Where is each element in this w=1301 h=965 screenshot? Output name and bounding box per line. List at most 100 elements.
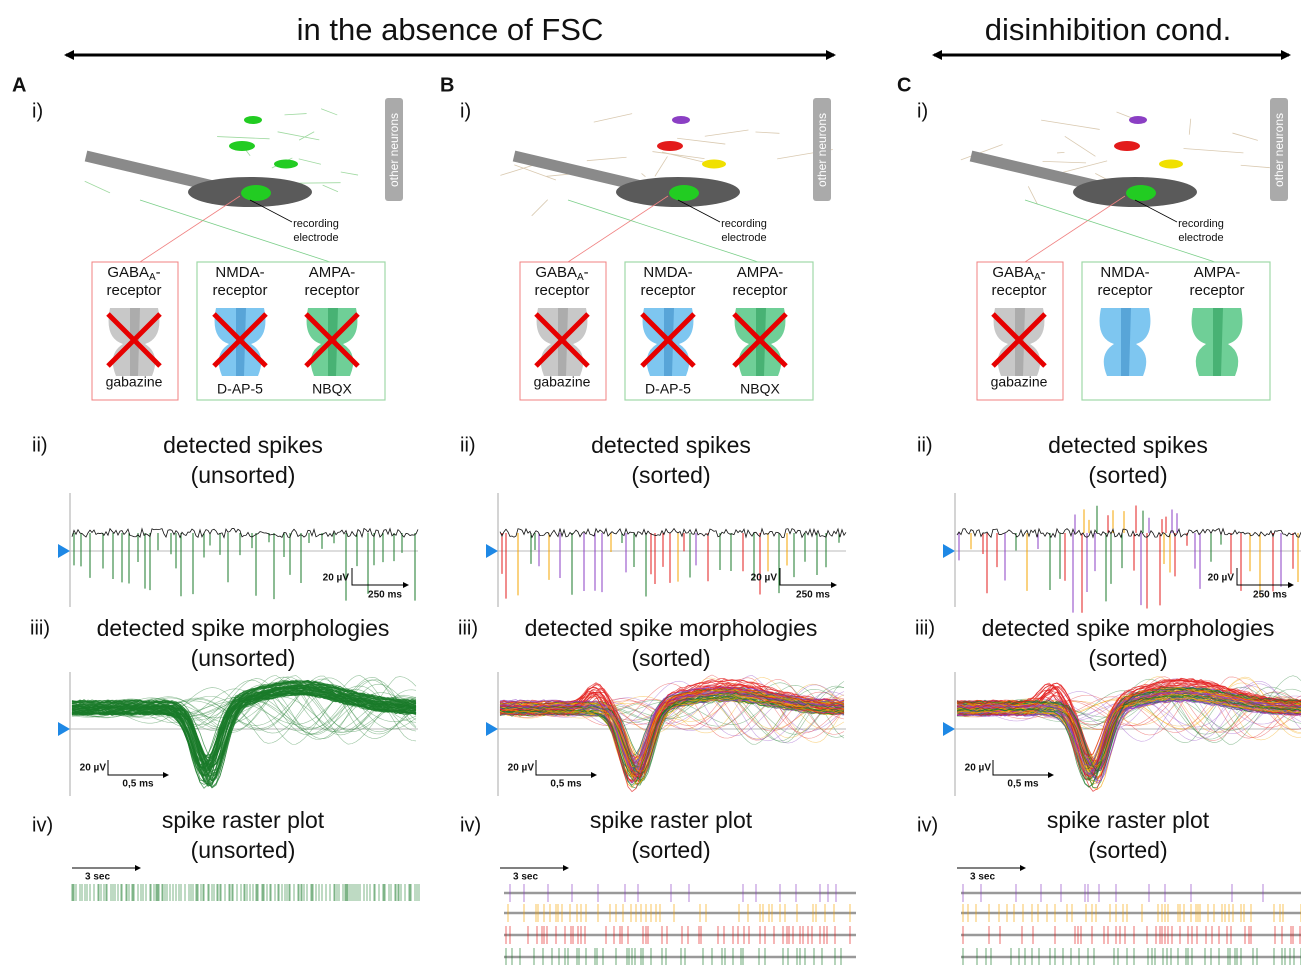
neuron [1114, 141, 1140, 151]
scale-label-y: 20 µV [508, 763, 535, 774]
block-mark [991, 312, 1047, 368]
pointer [1134, 199, 1178, 223]
waveform [956, 679, 1301, 756]
dendrite [1188, 118, 1192, 135]
scale-label-y: 20 µV [965, 763, 992, 774]
section-label: iii) [30, 617, 50, 639]
block-mark [640, 312, 696, 368]
dendrite [704, 129, 749, 137]
drug-name: D-AP-5 [645, 381, 691, 397]
other-neurons-box [1270, 98, 1288, 201]
receptor-dash: - [1041, 264, 1046, 281]
section-subtitle: (sorted) [631, 837, 710, 863]
dendrite [652, 151, 705, 160]
dendrite [586, 156, 627, 162]
waveform [956, 692, 1301, 776]
section-title: spike raster plot [1047, 807, 1210, 833]
section-subtitle: (sorted) [631, 462, 710, 488]
dendrite [677, 137, 726, 145]
section-title: detected spikes [163, 432, 323, 458]
neuron [229, 141, 255, 151]
waveform [499, 699, 845, 775]
time-scale-label: 3 sec [85, 872, 110, 883]
other-neurons-label: other neurons [387, 113, 401, 187]
waveform [499, 677, 845, 776]
scale-label-y: 20 µV [1208, 573, 1235, 584]
scale-bar [535, 760, 597, 778]
waveform [500, 693, 845, 777]
dendrite [755, 131, 780, 134]
waveform-faint [956, 685, 1301, 742]
waveform-faint [71, 675, 417, 733]
section-label: iv) [917, 814, 938, 836]
waveform-faint [71, 678, 417, 735]
receptor-line2: receptor [212, 282, 267, 299]
threshold-marker [58, 722, 70, 736]
neuron [702, 159, 726, 169]
scale-label-x: 250 ms [1253, 590, 1287, 601]
neuron [244, 116, 262, 124]
receptor-name-part: GABA [992, 264, 1034, 281]
scale-label-y: 20 µV [323, 573, 350, 584]
section-subtitle: (sorted) [1088, 645, 1167, 671]
receptor-line2: receptor [991, 282, 1046, 299]
waveform [499, 696, 845, 772]
waveform [499, 690, 845, 784]
scale-bar [1236, 568, 1294, 588]
section-label: i) [32, 100, 43, 122]
gaba-box [976, 261, 1064, 401]
gaba-box [519, 261, 607, 401]
waveform [499, 688, 845, 757]
waveform [956, 683, 1301, 762]
pointer [677, 199, 721, 223]
noise-trace [71, 527, 419, 539]
section-title: detected spike morphologies [525, 615, 818, 641]
dendrite [284, 113, 307, 116]
electrode-label: recording [1178, 218, 1224, 230]
time-scale-label: 3 sec [970, 872, 995, 883]
section-title: detected spike morphologies [97, 615, 390, 641]
drug-name: gabazine [991, 374, 1048, 390]
receptor-icon-shade [1121, 308, 1131, 376]
receptor-name: NMDA- [215, 264, 264, 281]
receptor-name: AMPA- [1194, 264, 1240, 281]
section-title: detected spikes [591, 432, 751, 458]
threshold-marker [943, 722, 955, 736]
receptor-subscript: A [577, 272, 584, 283]
section-title: spike raster plot [162, 807, 325, 833]
glutamate-box [196, 261, 386, 401]
receptor-name: AMPA- [737, 264, 783, 281]
recorded-neuron [669, 185, 699, 201]
connector [139, 195, 241, 263]
other-neurons-box [385, 98, 403, 201]
panel-letter: C [897, 74, 911, 96]
receptor-name-part: AMPA- [737, 264, 783, 281]
glutamate-box [1081, 261, 1271, 401]
dendrite [320, 108, 338, 116]
dendrite [322, 184, 339, 193]
pointer [249, 199, 293, 223]
block-mark [212, 312, 268, 368]
section-subtitle: (unsorted) [191, 645, 296, 671]
panel-letter: B [440, 74, 454, 96]
dendrite [514, 164, 557, 181]
threshold-marker [486, 544, 498, 558]
scale-bar [107, 760, 169, 778]
dendrite [340, 171, 359, 176]
section-title: spike raster plot [590, 807, 753, 833]
waveform-faint [956, 682, 1301, 739]
neuron [1129, 116, 1147, 124]
dendrite [593, 113, 633, 123]
dendrite [295, 182, 341, 184]
receptor-name-part: AMPA- [1194, 264, 1240, 281]
dendrite [1064, 135, 1096, 157]
waveform-faint [499, 677, 845, 734]
scale-label-x: 250 ms [368, 590, 402, 601]
scale-bar [779, 568, 837, 588]
electrode-label: electrode [1178, 232, 1223, 244]
gaba-box [91, 261, 179, 401]
receptor-icon-shade [1213, 308, 1223, 376]
section-label: ii) [32, 434, 48, 456]
